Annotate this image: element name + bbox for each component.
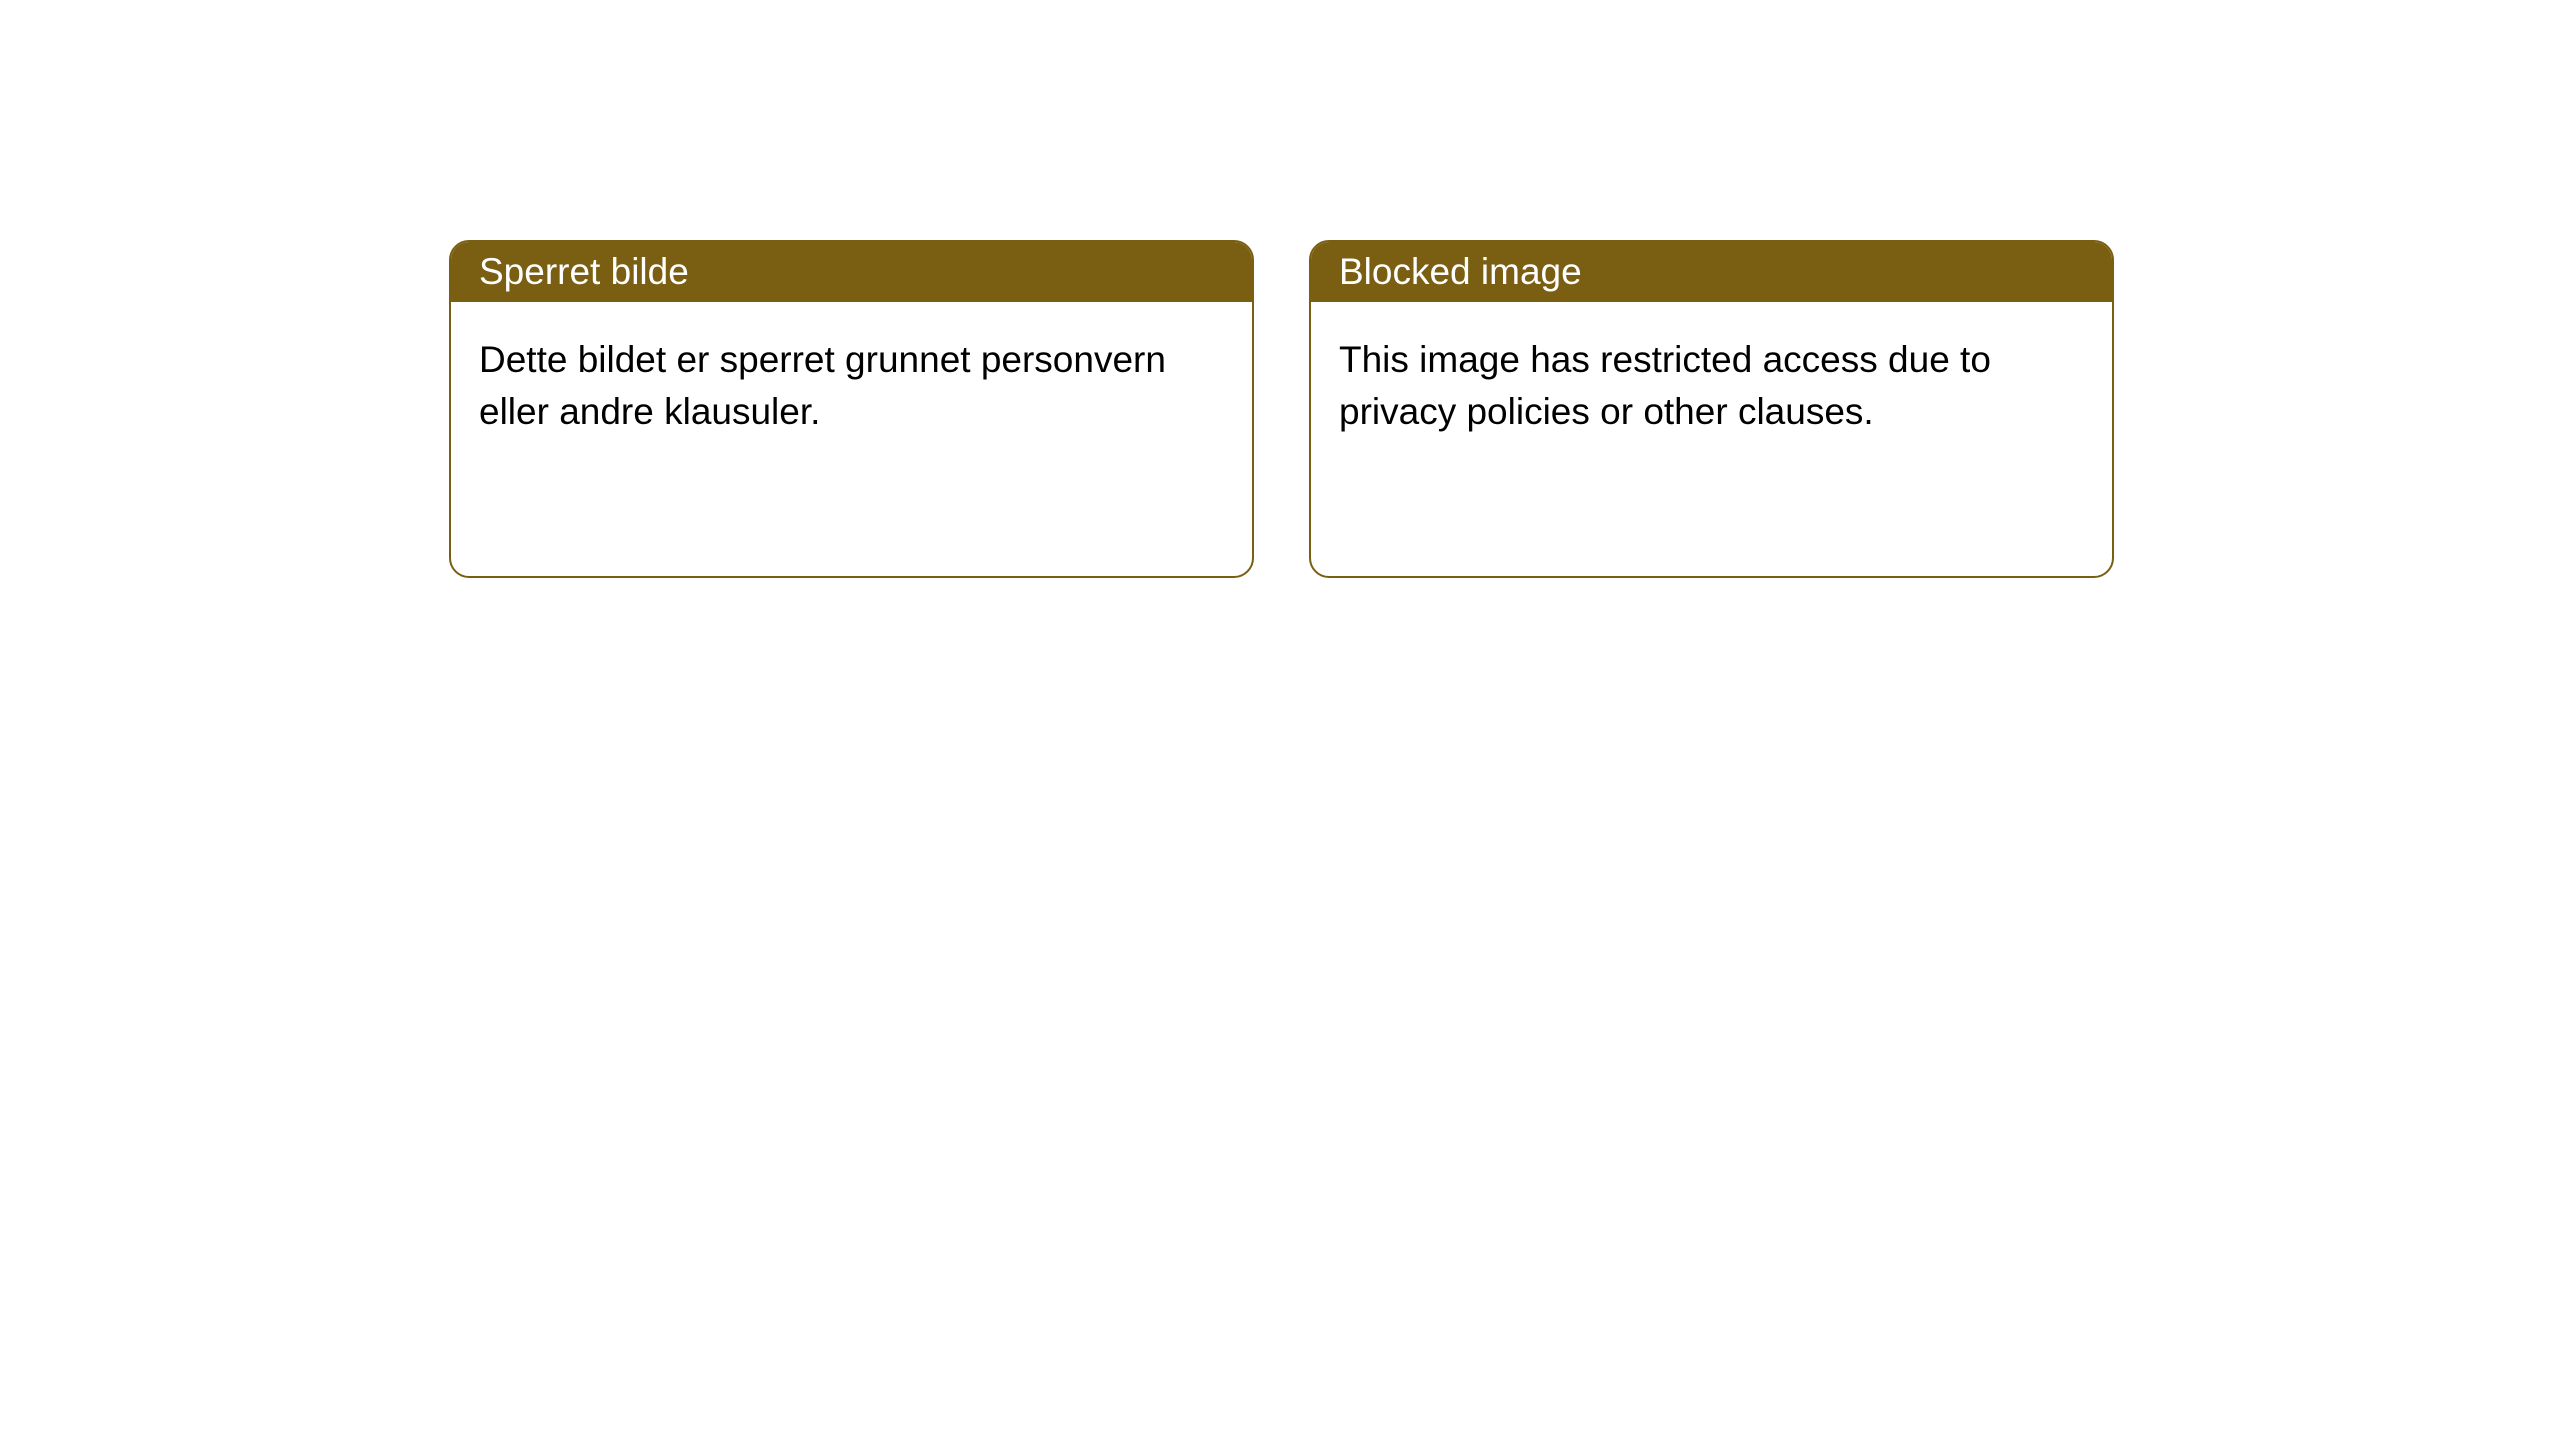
card-body-text: This image has restricted access due to … [1339,339,1991,432]
card-body-text: Dette bildet er sperret grunnet personve… [479,339,1166,432]
card-body: Dette bildet er sperret grunnet personve… [451,302,1252,470]
card-title: Blocked image [1339,251,1582,293]
card-title: Sperret bilde [479,251,689,293]
card-body: This image has restricted access due to … [1311,302,2112,470]
notice-cards-container: Sperret bilde Dette bildet er sperret gr… [449,240,2114,578]
card-header: Blocked image [1311,242,2112,302]
card-header: Sperret bilde [451,242,1252,302]
notice-card-english: Blocked image This image has restricted … [1309,240,2114,578]
notice-card-norwegian: Sperret bilde Dette bildet er sperret gr… [449,240,1254,578]
